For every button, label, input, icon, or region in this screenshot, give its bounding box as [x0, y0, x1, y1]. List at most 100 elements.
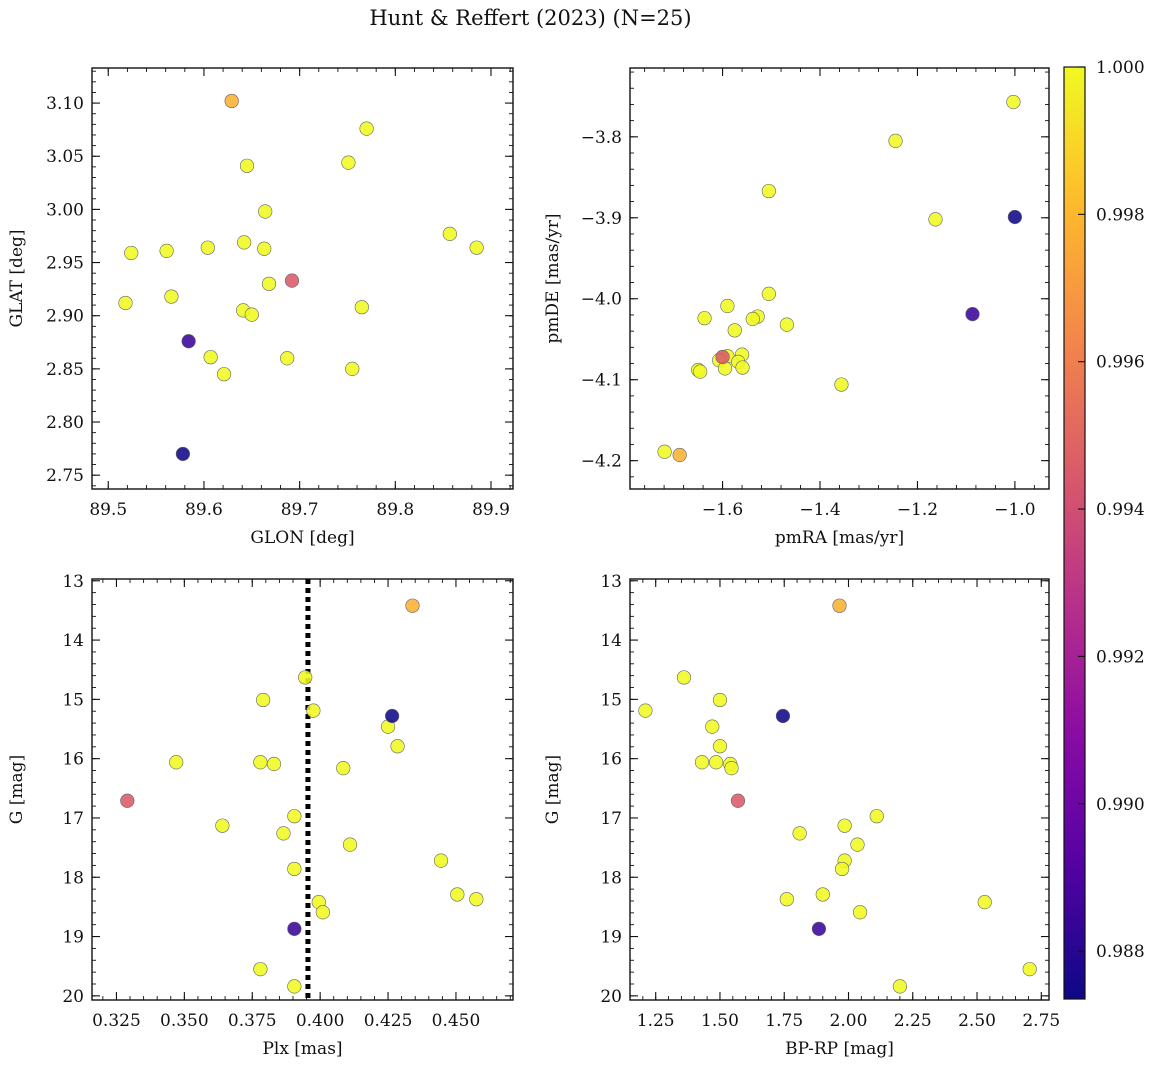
data-point [345, 361, 360, 376]
panel-4: 1.25 1.50 1.75 2.00 2.25 2.50 2.75 13 14 15 16 17 18… [543, 572, 1060, 1059]
data-point [256, 692, 271, 708]
data-point [892, 979, 908, 994]
y-tick-label: 15 [600, 690, 622, 710]
panel-2: −1.6 −1.4 −1.2 −1.0 −4.2 −4.1 −4.0 −3.9 −3.8 pmRA… [543, 67, 1050, 548]
data-point [977, 895, 992, 910]
x-axis-label: BP-RP [mag] [785, 1039, 894, 1059]
x-tick-label: 0.400 [296, 1011, 345, 1031]
data-point [287, 979, 302, 994]
data-point [315, 905, 330, 920]
data-point [811, 921, 827, 936]
data-point [359, 121, 374, 136]
colorbar-tick-label: 0.992 [1096, 647, 1145, 667]
data-point [469, 892, 484, 907]
x-tick-label: −1.4 [799, 500, 840, 520]
data-point [216, 367, 232, 382]
data-point [159, 243, 174, 258]
y-tick-label: 16 [62, 750, 84, 770]
data-point [215, 818, 230, 833]
data-point [779, 317, 794, 332]
y-tick-label: 17 [62, 809, 84, 829]
y-tick-label: 17 [600, 809, 622, 829]
data-point [792, 826, 807, 841]
data-point [779, 892, 794, 907]
y-tick-label: 19 [600, 928, 622, 948]
data-point [837, 818, 852, 833]
data-point [405, 598, 420, 613]
x-tick-label: 2.25 [894, 1011, 932, 1031]
data-point [761, 183, 776, 199]
data-point [306, 703, 321, 718]
y-tick-label: −4.1 [581, 371, 622, 391]
data-point [720, 298, 735, 314]
data-point [124, 245, 139, 261]
data-point [287, 809, 302, 824]
data-point [712, 692, 728, 708]
colorbar-tick-label: 0.988 [1096, 942, 1145, 962]
panel-3: 0.325 0.350 0.375 0.400 0.425 0.450 13 14 15 16 17… [7, 572, 514, 1059]
y-tick-label: 2.75 [46, 466, 84, 486]
plot-frame [629, 578, 1050, 1001]
y-axis-label: GLAT [deg] [7, 229, 27, 327]
y-tick-label: 2.80 [46, 413, 84, 433]
data-point [735, 360, 750, 375]
data-point [694, 755, 710, 770]
x-tick-label: −1.0 [994, 500, 1035, 520]
data-point [181, 334, 196, 349]
data-point [775, 708, 791, 724]
x-tick-label: 2.75 [1022, 1011, 1060, 1031]
y-tick-label: 16 [600, 750, 622, 770]
y-tick-label: 3.10 [46, 94, 84, 114]
y-axis-label: pmDE [mas/yr] [543, 213, 563, 343]
data-point [834, 861, 850, 877]
x-tick-label: 89.8 [376, 500, 414, 520]
x-axis-label: GLON [deg] [250, 528, 354, 548]
data-point [657, 444, 672, 459]
y-tick-label: 18 [62, 868, 84, 888]
data-point [287, 861, 302, 877]
x-tick-label: 2.00 [830, 1011, 868, 1031]
x-tick-label: 89.9 [472, 500, 510, 520]
y-axis-label: G [mag] [7, 755, 27, 824]
data-point [672, 447, 687, 463]
data-point [469, 240, 484, 255]
data-point [1006, 94, 1021, 110]
data-point [253, 755, 268, 770]
colorbar-tick-label: 0.994 [1096, 500, 1145, 520]
y-tick-label: −3.8 [581, 128, 622, 148]
data-point [341, 155, 356, 170]
data-point [450, 887, 465, 902]
data-point [385, 708, 400, 724]
data-point [120, 793, 135, 808]
data-point [354, 300, 369, 315]
data-point [118, 295, 133, 311]
x-tick-label: 2.50 [958, 1011, 996, 1031]
data-point [175, 446, 190, 462]
colorbar-bar [1063, 66, 1086, 1000]
plot-frame [91, 578, 514, 1001]
data-point [237, 235, 252, 250]
y-tick-label: 20 [600, 987, 622, 1007]
y-tick-label: −3.9 [581, 209, 622, 229]
x-axis-label: pmRA [mas/yr] [775, 528, 904, 548]
data-point [709, 755, 724, 770]
data-point [200, 240, 215, 255]
data-point [727, 323, 742, 338]
y-tick-label: 2.90 [46, 307, 84, 327]
y-tick-label: 3.00 [46, 200, 84, 220]
x-tick-label: 89.6 [185, 500, 223, 520]
data-point [169, 755, 184, 770]
data-point [203, 350, 218, 365]
x-tick-label: −1.2 [897, 500, 938, 520]
data-point [869, 809, 884, 824]
data-point [815, 887, 830, 902]
data-point [705, 719, 720, 734]
data-point [1022, 962, 1037, 977]
x-tick-label: 0.350 [160, 1011, 209, 1031]
plot-frame [629, 67, 1050, 490]
y-tick-label: 3.05 [46, 147, 84, 167]
data-point [257, 241, 272, 256]
data-point [239, 158, 255, 173]
x-tick-label: 0.425 [364, 1011, 413, 1031]
